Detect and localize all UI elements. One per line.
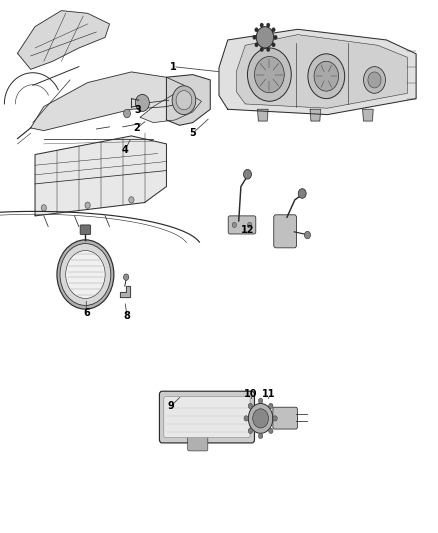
Polygon shape	[35, 136, 166, 216]
Circle shape	[260, 47, 264, 52]
Circle shape	[258, 398, 263, 403]
Circle shape	[268, 403, 273, 409]
Circle shape	[368, 72, 381, 88]
Circle shape	[41, 205, 46, 211]
Text: 2: 2	[134, 123, 141, 133]
Circle shape	[244, 169, 251, 179]
Circle shape	[266, 23, 270, 27]
Polygon shape	[219, 29, 416, 115]
Circle shape	[135, 94, 149, 111]
Circle shape	[60, 244, 111, 305]
FancyBboxPatch shape	[273, 407, 297, 429]
Circle shape	[314, 61, 339, 91]
Circle shape	[57, 240, 114, 309]
Polygon shape	[18, 11, 109, 69]
Circle shape	[364, 67, 385, 93]
FancyBboxPatch shape	[187, 436, 208, 451]
Circle shape	[232, 222, 237, 228]
Circle shape	[255, 28, 258, 32]
Polygon shape	[120, 286, 130, 297]
Text: 8: 8	[124, 311, 131, 320]
Polygon shape	[363, 109, 373, 121]
Text: 3: 3	[134, 106, 141, 115]
Circle shape	[272, 43, 275, 47]
Circle shape	[298, 189, 306, 198]
Circle shape	[255, 43, 258, 47]
Circle shape	[248, 403, 273, 433]
Circle shape	[248, 428, 253, 433]
Circle shape	[247, 48, 291, 101]
Circle shape	[266, 47, 270, 52]
Circle shape	[254, 56, 284, 93]
Circle shape	[308, 54, 345, 99]
Text: 11: 11	[262, 390, 276, 399]
FancyBboxPatch shape	[274, 215, 297, 248]
Circle shape	[258, 433, 263, 439]
FancyBboxPatch shape	[164, 397, 250, 438]
Circle shape	[247, 222, 252, 228]
Circle shape	[124, 109, 131, 118]
Circle shape	[176, 91, 192, 110]
Circle shape	[253, 409, 268, 428]
Text: 12: 12	[241, 225, 254, 235]
Circle shape	[172, 86, 196, 115]
Circle shape	[253, 35, 256, 39]
Text: 5: 5	[189, 128, 196, 138]
FancyBboxPatch shape	[159, 391, 254, 443]
Circle shape	[274, 35, 277, 39]
Circle shape	[244, 416, 248, 421]
Polygon shape	[166, 75, 210, 125]
Circle shape	[124, 274, 129, 280]
Circle shape	[66, 251, 105, 298]
Polygon shape	[140, 93, 201, 123]
Circle shape	[248, 403, 253, 409]
Text: 4: 4	[121, 146, 128, 155]
Circle shape	[273, 416, 277, 421]
Circle shape	[129, 197, 134, 203]
Polygon shape	[237, 35, 407, 108]
Circle shape	[256, 27, 274, 48]
FancyBboxPatch shape	[80, 225, 91, 235]
Circle shape	[304, 231, 311, 239]
Polygon shape	[258, 109, 268, 121]
Polygon shape	[31, 72, 193, 131]
Polygon shape	[310, 109, 321, 121]
Circle shape	[260, 23, 264, 27]
Text: 6: 6	[83, 309, 90, 318]
Circle shape	[268, 428, 273, 433]
Circle shape	[85, 202, 90, 208]
FancyBboxPatch shape	[228, 216, 256, 234]
Text: 1: 1	[170, 62, 177, 71]
Text: 10: 10	[244, 390, 258, 399]
Text: 9: 9	[167, 401, 174, 411]
Circle shape	[272, 28, 275, 32]
